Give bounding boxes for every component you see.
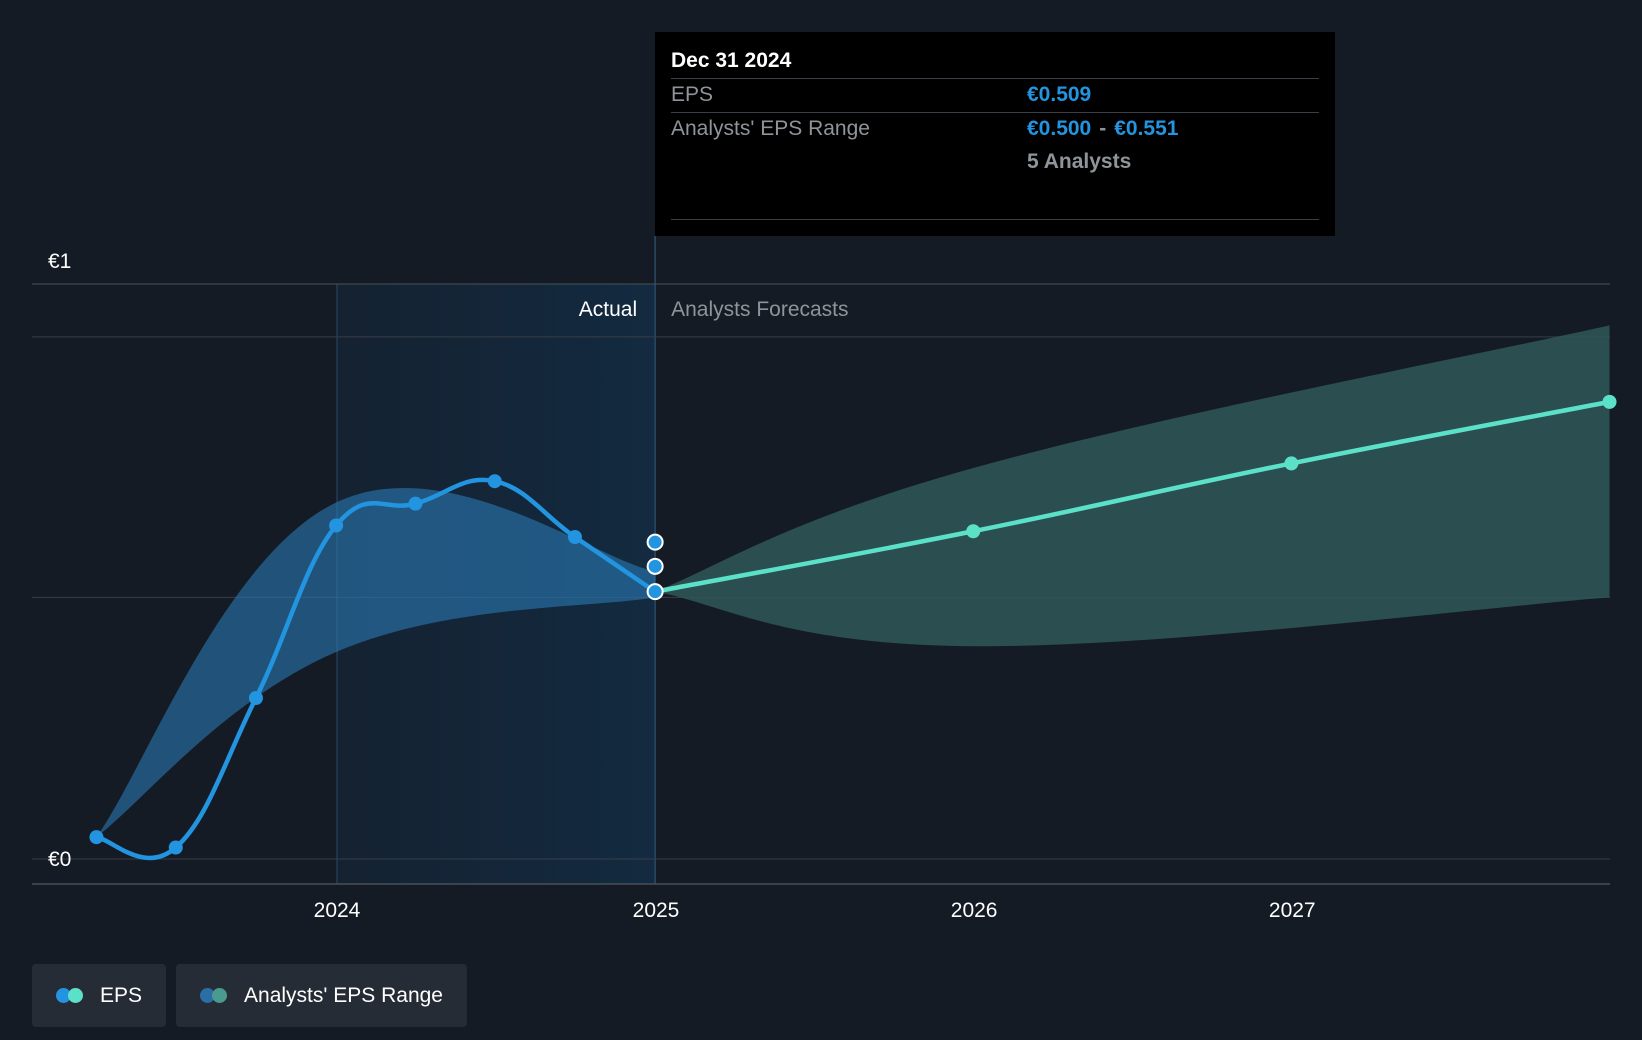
tooltip-range-low: €0.500	[1027, 117, 1092, 140]
eps-point-actual-3	[329, 518, 344, 533]
eps-line-forecast	[652, 399, 1612, 594]
y-tick-label-0: €1	[48, 250, 71, 273]
tooltip-eps-row: EPS €0.509	[671, 78, 1319, 112]
eps-line-actual	[94, 477, 658, 861]
eps-legend-icon	[56, 987, 86, 1004]
hover-tooltip: Dec 31 2024 EPS €0.509 Analysts' EPS Ran…	[655, 32, 1335, 236]
tooltip-range-separator: -	[1099, 117, 1107, 140]
eps-actual-dot-icon	[56, 987, 71, 1003]
range-actual-dot-icon	[200, 987, 216, 1003]
x-tick-label-1: 2025	[633, 899, 680, 922]
tooltip-eps-label: EPS	[671, 83, 714, 106]
tooltip-range-row: Analysts' EPS Range €0.500 - €0.551	[671, 112, 1319, 146]
tooltip-divider	[671, 219, 1319, 220]
eps-point-actual-4	[408, 496, 423, 511]
chart-legend: EPS Analysts' EPS Range	[32, 964, 467, 1027]
eps-point-actual-5	[487, 474, 502, 489]
x-tick-label-2: 2026	[951, 899, 998, 922]
tooltip-analyst-count: 5 Analysts	[1027, 150, 1132, 173]
x-tick-label-0: 2024	[314, 899, 361, 922]
range-forecast-dot-icon	[212, 987, 228, 1003]
tooltip-eps-value: €0.509	[1027, 83, 1092, 106]
eps-point-actual-6	[567, 530, 582, 544]
forecast-region-label: Analysts Forecasts	[671, 298, 848, 321]
eps-point-forecast-1	[966, 524, 981, 539]
legend-range-label: Analysts' EPS Range	[244, 983, 443, 1007]
legend-item-eps[interactable]: EPS	[32, 964, 167, 1027]
eps-point-actual-1	[168, 840, 183, 855]
eps-range-band-forecast	[655, 325, 1610, 647]
actual-region-label: Actual	[579, 298, 637, 321]
eps-range-band-actual	[96, 487, 656, 838]
range-legend-icon	[200, 987, 230, 1004]
eps-forecast-dot-icon	[68, 987, 83, 1003]
legend-item-eps-range[interactable]: Analysts' EPS Range	[176, 964, 467, 1027]
tooltip-range-label: Analysts' EPS Range	[671, 117, 870, 140]
tooltip-range-high: €0.551	[1114, 117, 1179, 140]
tooltip-date: Dec 31 2024	[671, 49, 792, 72]
tooltip-analysts-spacer	[671, 146, 1027, 179]
eps-point-forecast-3	[1602, 394, 1617, 409]
tooltip-analysts-row: 5 Analysts	[671, 146, 1319, 179]
eps-point-actual-0	[89, 830, 104, 845]
legend-eps-label: EPS	[100, 983, 143, 1007]
y-tick-label-1: €0	[48, 848, 71, 871]
x-tick-label-3: 2027	[1269, 899, 1316, 922]
highlight-eps-marker	[646, 557, 664, 575]
highlight-range-high-marker	[646, 533, 664, 551]
highlight-range-low-marker	[646, 583, 664, 601]
eps-point-actual-2	[248, 691, 263, 705]
eps-point-forecast-2	[1284, 456, 1299, 471]
